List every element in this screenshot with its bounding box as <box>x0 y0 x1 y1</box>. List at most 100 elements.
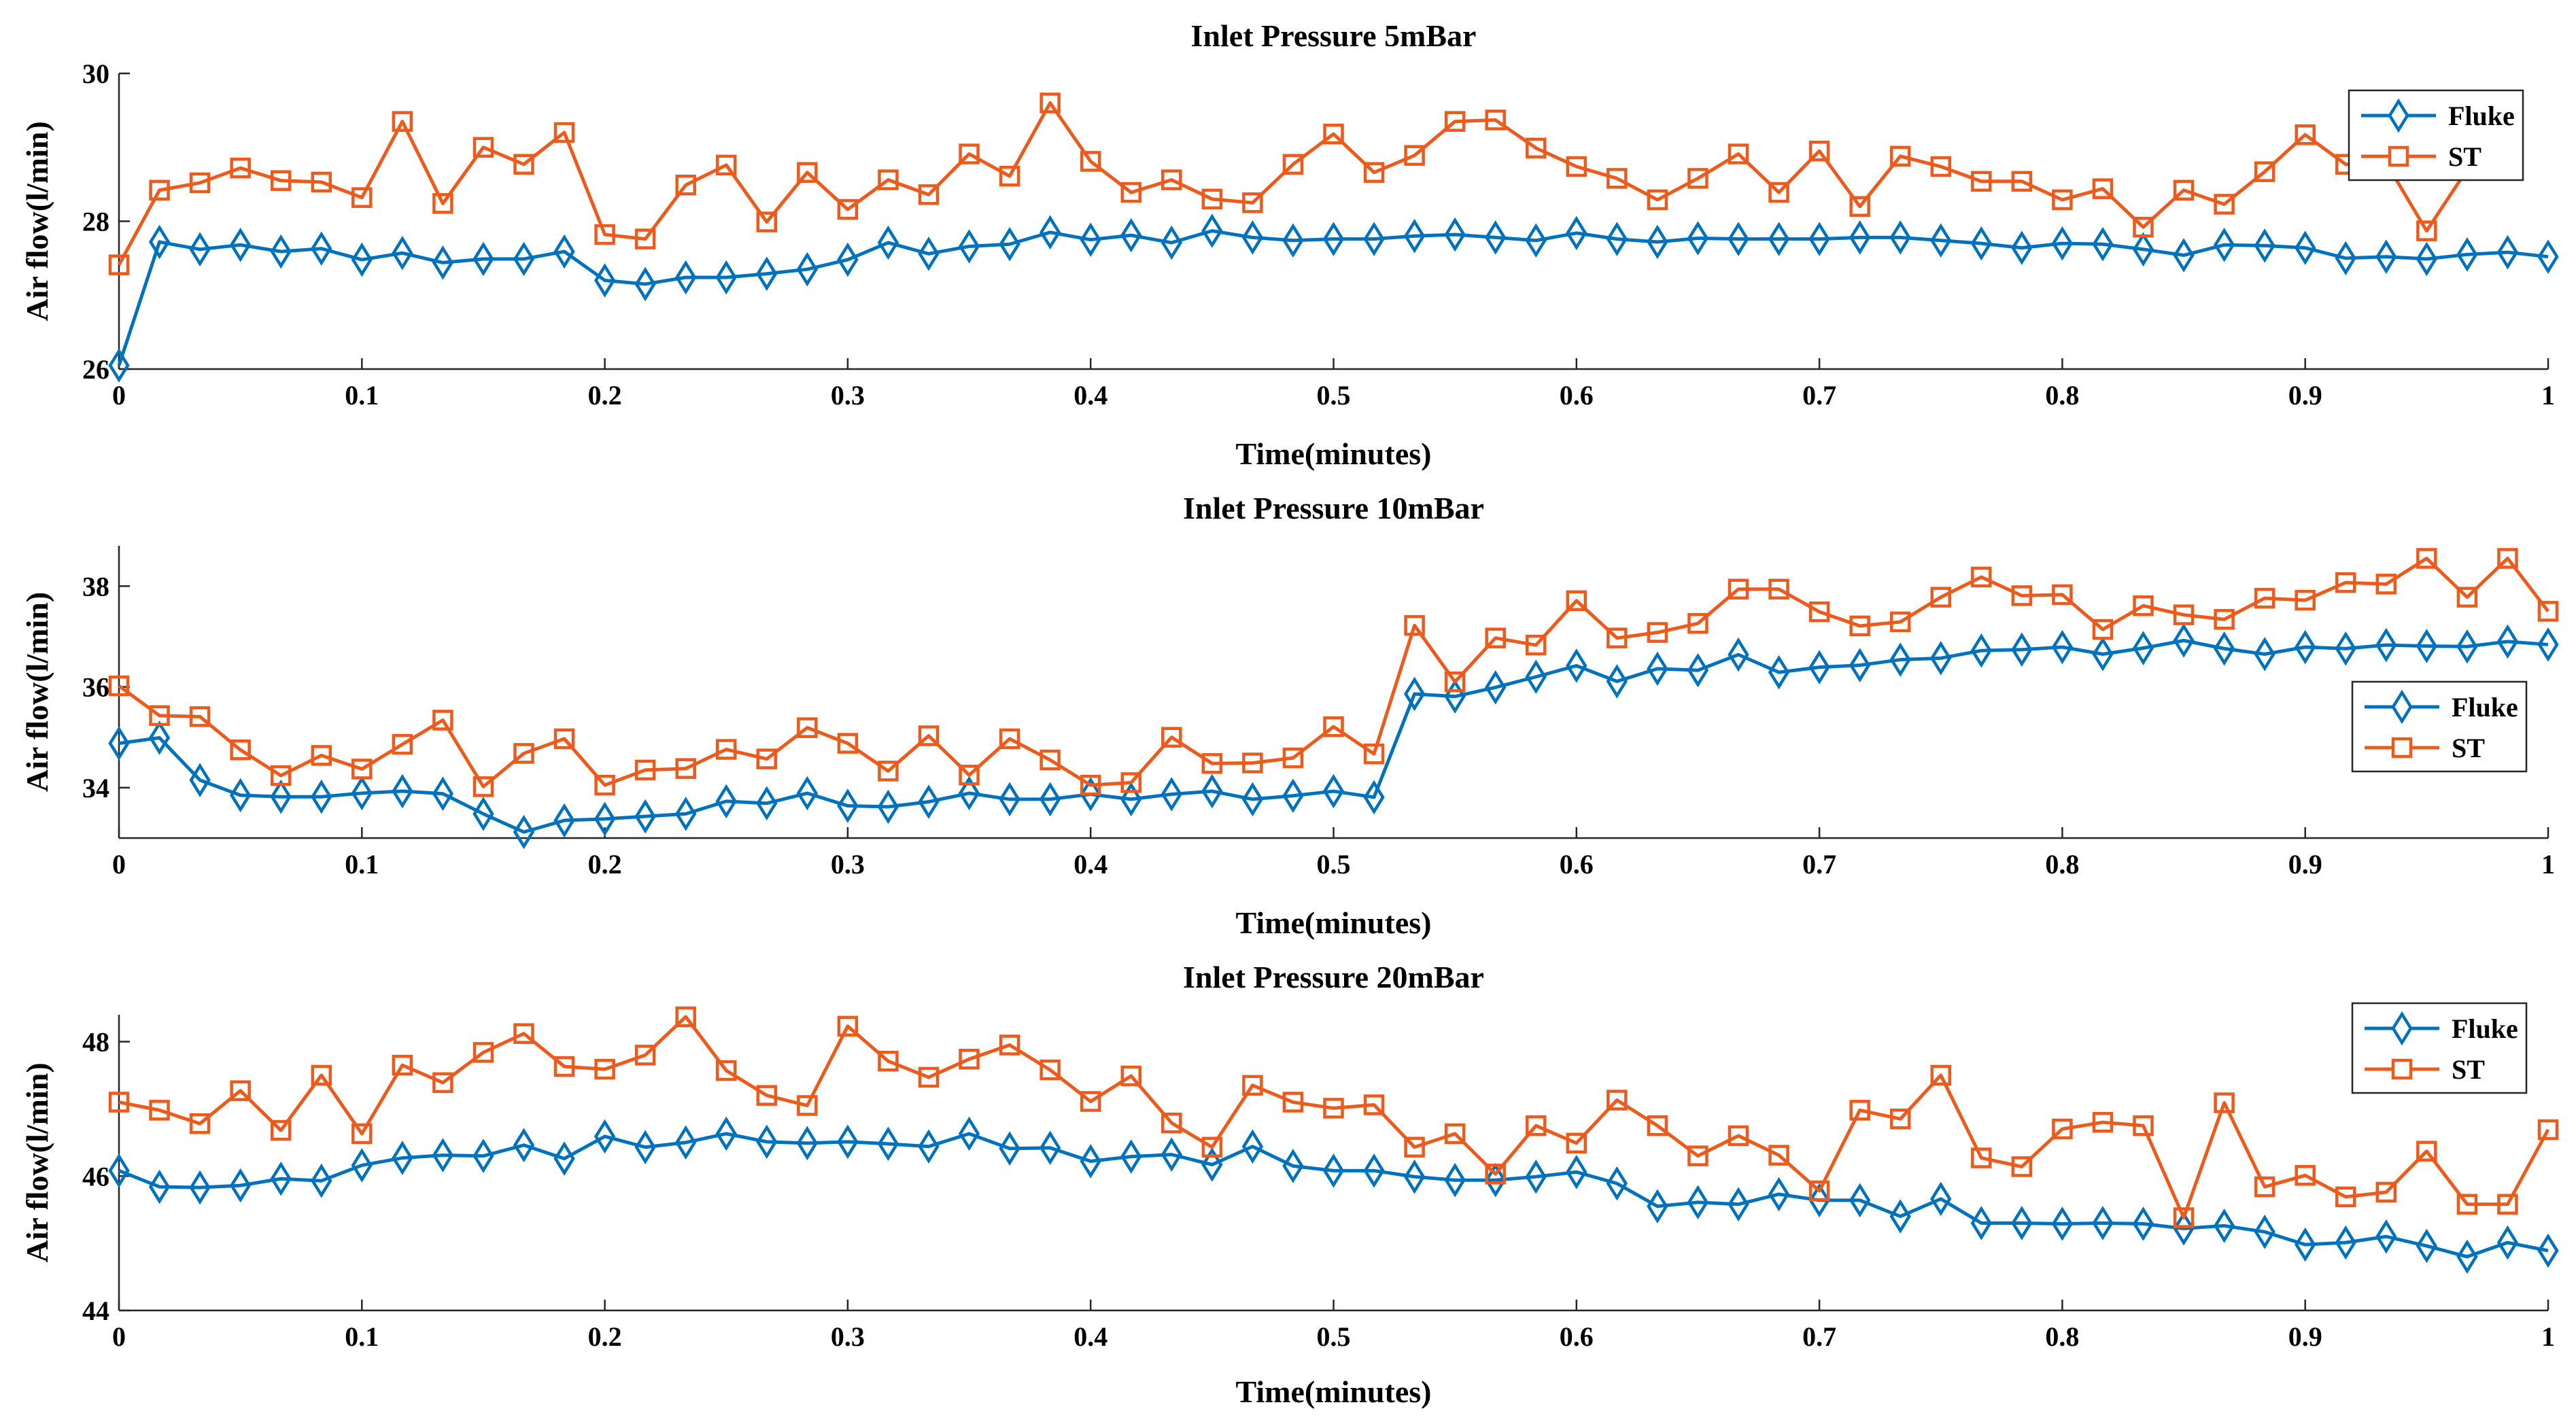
data-point-st <box>149 179 170 201</box>
data-point-st <box>2335 1186 2356 1208</box>
data-point-st <box>1323 716 1344 737</box>
series-st <box>108 92 2478 275</box>
x-tick-label: 0 <box>112 1321 126 1352</box>
data-point-fluke <box>1768 655 1790 690</box>
y-tick-label: 26 <box>82 354 109 385</box>
data-point-fluke <box>1768 1177 1790 1212</box>
data-point-fluke <box>756 786 778 821</box>
chart-title: Inlet Pressure 20mBar <box>1183 960 1484 994</box>
data-point-st <box>797 162 818 183</box>
data-point-st <box>270 1119 292 1141</box>
data-point-st <box>1768 1145 1789 1166</box>
data-point-st <box>2133 595 2154 616</box>
x-tick-label: 0.7 <box>1802 849 1836 880</box>
chart-title: Inlet Pressure 10mBar <box>1183 491 1484 525</box>
legend-label-st: ST <box>2452 1054 2485 1085</box>
data-point-st <box>2052 189 2073 211</box>
x-tick-label: 0.5 <box>1317 380 1351 411</box>
legend-label-fluke: Fluke <box>2452 692 2518 723</box>
series-line-fluke <box>118 638 2549 834</box>
data-point-fluke <box>2416 1228 2438 1264</box>
x-tick-label: 0.6 <box>1560 1321 1594 1352</box>
data-point-fluke <box>1241 1129 1264 1164</box>
data-point-fluke <box>1970 1206 1992 1240</box>
data-point-st <box>2416 220 2437 241</box>
data-point-fluke <box>1485 1162 1507 1198</box>
data-point-fluke <box>1889 1199 1911 1234</box>
data-point-fluke <box>1647 651 1668 686</box>
data-point-fluke <box>2416 629 2438 663</box>
data-point-fluke <box>553 1141 575 1176</box>
data-point-fluke <box>432 776 454 812</box>
legend-marker-diamond <box>2391 1011 2413 1046</box>
data-point-fluke <box>1970 226 1992 261</box>
x-tick-label: 0 <box>112 380 126 411</box>
data-point-st <box>1485 627 1506 648</box>
data-point-st <box>999 728 1020 750</box>
data-point-st <box>634 1045 656 1066</box>
data-point-st <box>1808 601 1830 623</box>
data-point-fluke <box>1080 777 1101 812</box>
data-point-st <box>837 733 859 754</box>
data-point-st <box>1363 743 1385 765</box>
data-point-st <box>1242 1075 1263 1096</box>
data-point-fluke <box>432 1138 454 1172</box>
data-point-st <box>797 717 818 738</box>
data-point-fluke <box>1403 218 1426 254</box>
data-point-fluke <box>1525 1159 1547 1194</box>
data-point-fluke <box>2456 237 2478 272</box>
data-point-st <box>432 710 453 731</box>
data-point-fluke <box>1525 659 1547 695</box>
data-point-fluke <box>270 1161 292 1196</box>
data-point-fluke <box>1889 220 1911 255</box>
data-point-st <box>351 759 373 780</box>
data-point-st <box>2295 1165 2316 1186</box>
data-point-fluke <box>270 779 292 814</box>
data-point-st <box>149 705 170 727</box>
data-point-st <box>1728 143 1749 164</box>
x-tick-label: 0.9 <box>2288 1321 2322 1352</box>
data-point-st <box>1971 1147 1992 1168</box>
x-tick-label: 1 <box>2541 380 2555 411</box>
data-point-fluke <box>351 242 373 277</box>
data-point-st <box>2133 1115 2154 1136</box>
data-point-fluke <box>1647 1189 1668 1224</box>
x-tick-label: 0.7 <box>1802 1321 1836 1352</box>
data-point-st <box>675 758 696 779</box>
data-point-fluke <box>1120 1139 1142 1174</box>
data-point-fluke <box>1363 1153 1385 1188</box>
series-fluke <box>108 1116 2559 1274</box>
data-point-fluke <box>1930 1181 1952 1217</box>
data-point-fluke <box>918 1129 940 1164</box>
data-point-fluke <box>796 251 819 287</box>
data-point-st <box>1363 162 1385 183</box>
data-point-fluke <box>1322 1153 1345 1188</box>
data-point-fluke <box>229 1168 252 1203</box>
data-point-fluke <box>229 778 252 813</box>
data-point-fluke <box>1039 1130 1061 1166</box>
data-point-fluke <box>918 784 940 819</box>
data-point-fluke <box>2132 232 2154 267</box>
data-point-fluke <box>270 234 292 269</box>
data-point-st <box>2173 604 2195 625</box>
data-point-st <box>2537 601 2559 622</box>
data-point-fluke <box>958 1116 980 1151</box>
x-tick-label: 0.8 <box>2045 849 2079 880</box>
data-point-st <box>392 111 413 132</box>
data-point-fluke <box>1403 676 1426 712</box>
data-point-fluke <box>675 1125 697 1160</box>
data-point-st <box>270 765 292 786</box>
data-point-st <box>1526 1115 1547 1136</box>
data-point-st <box>1889 145 1911 167</box>
data-point-st <box>513 1023 534 1044</box>
data-point-st <box>999 1034 1020 1056</box>
data-point-st <box>1526 137 1547 159</box>
data-point-fluke <box>2456 629 2478 664</box>
data-point-fluke <box>1444 1162 1466 1198</box>
data-point-fluke <box>553 234 575 269</box>
data-point-st <box>2052 1118 2073 1140</box>
data-point-st <box>1768 578 1789 600</box>
data-point-fluke <box>1322 773 1345 809</box>
x-tick-label: 0.5 <box>1317 849 1351 880</box>
data-point-st <box>311 171 332 193</box>
